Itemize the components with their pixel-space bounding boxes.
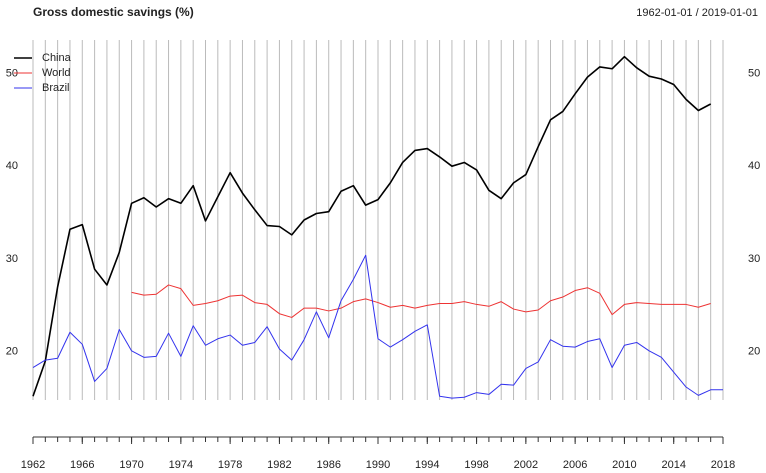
y-tick-label: 30 (6, 253, 18, 265)
legend-label: China (42, 52, 72, 64)
x-tick-label: 2018 (711, 459, 735, 471)
chart-title: Gross domestic savings (%) (33, 5, 194, 19)
x-tick-label: 1994 (415, 459, 439, 471)
x-tick-label: 2014 (661, 459, 685, 471)
y-tick-label: 50 (6, 67, 18, 79)
x-tick-label: 1998 (464, 459, 488, 471)
x-tick-label: 2006 (563, 459, 587, 471)
series-line (131, 284, 711, 318)
y-tick-label-right: 30 (748, 253, 760, 265)
x-tick-label: 1978 (218, 459, 242, 471)
x-tick-label: 1970 (119, 459, 143, 471)
y-tick-label: 40 (6, 160, 18, 172)
legend-label: Brazil (42, 82, 70, 94)
series-line (32, 254, 723, 399)
x-tick-label: 2010 (612, 459, 636, 471)
y-tick-label: 20 (6, 346, 18, 358)
y-tick-label-right: 40 (748, 160, 760, 172)
x-tick-label: 2002 (514, 459, 538, 471)
x-tick-label: 1974 (169, 459, 193, 471)
y-tick-label-right: 20 (748, 346, 760, 358)
x-tick-label: 1966 (70, 459, 94, 471)
x-tick-label: 1962 (21, 459, 45, 471)
x-tick-label: 1982 (267, 459, 291, 471)
x-tick-label: 1990 (366, 459, 390, 471)
y-tick-label-right: 50 (748, 67, 760, 79)
x-tick-label: 1986 (316, 459, 340, 471)
chart-subtitle: 1962-01-01 / 2019-01-01 (636, 7, 758, 19)
legend-label: World (42, 67, 71, 79)
series-line (32, 55, 712, 397)
